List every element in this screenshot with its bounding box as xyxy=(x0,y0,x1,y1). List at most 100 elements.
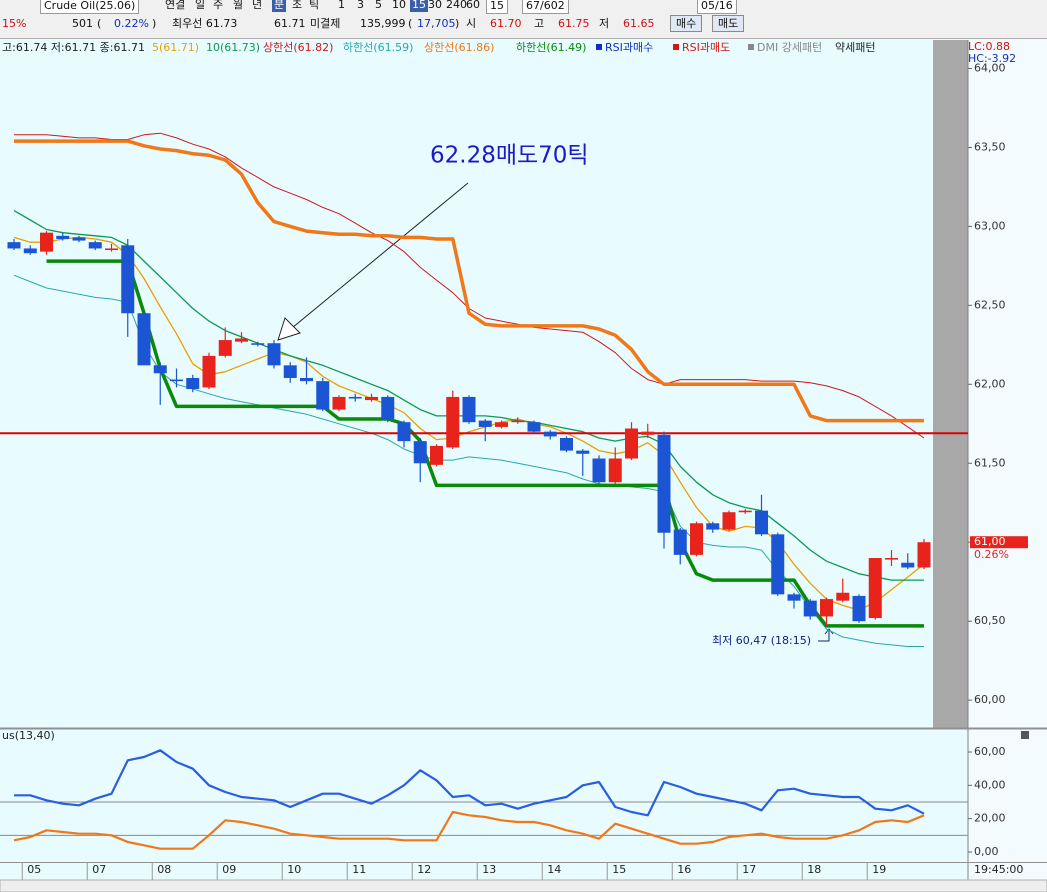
best-price-2: 61.71 xyxy=(274,17,306,30)
candle-body xyxy=(738,510,752,513)
paren: ( xyxy=(408,17,413,30)
buy-button[interactable]: 매수 xyxy=(670,15,703,32)
ohlc-label: 고:61.74 저:61.71 종:61.71 xyxy=(2,41,145,54)
candle-body xyxy=(722,512,736,530)
paren: ( xyxy=(97,17,102,30)
candle-body xyxy=(137,313,151,366)
candle-body xyxy=(592,458,606,483)
legend-entry: DMI 강세패턴 xyxy=(757,41,822,54)
y-tick-label: 62,00 xyxy=(974,377,1006,390)
legend-entry: RSI과매도 xyxy=(682,41,730,54)
y-tick-label: 20,00 xyxy=(974,812,1006,825)
panel-icon[interactable] xyxy=(1021,731,1029,739)
candle-body xyxy=(235,338,248,342)
indicator-line xyxy=(14,132,925,439)
symbol[interactable]: Crude Oil(25.06) xyxy=(40,0,140,14)
candle-body xyxy=(430,445,443,465)
candle-body xyxy=(365,396,378,401)
lc-label: LC:0.88 xyxy=(968,40,1010,53)
candle-body xyxy=(186,377,200,390)
low-arrow xyxy=(818,628,834,642)
candle-body xyxy=(316,381,330,410)
indicator-line xyxy=(46,259,924,628)
period[interactable]: 분 xyxy=(272,0,287,12)
candle-body xyxy=(7,242,21,249)
legend-entry: 5(61.71) xyxy=(152,41,199,54)
candle-body xyxy=(771,534,785,595)
toolbar: Crude Oil(25.06) 연결 일 주 월 년 분 초 틱 1 3 5 … xyxy=(0,0,1047,39)
candle-body xyxy=(397,422,411,442)
candle-body xyxy=(381,396,395,420)
y-tick-label: 60,00 xyxy=(974,745,1006,758)
candle-body xyxy=(917,542,931,568)
candle-body xyxy=(576,450,590,454)
y-tick-label: 61,50 xyxy=(974,456,1006,469)
last-change: 0.26% xyxy=(974,548,1009,561)
interval[interactable]: 30 xyxy=(428,0,442,11)
period[interactable]: 틱 xyxy=(309,0,320,11)
candle-body xyxy=(88,242,102,249)
period[interactable]: 주 xyxy=(213,0,224,11)
candle-body xyxy=(543,431,557,437)
interval[interactable]: 1 xyxy=(338,0,345,11)
last-price: 61,00 xyxy=(974,535,1006,548)
candle-body xyxy=(787,594,801,601)
high-label: 고 xyxy=(534,17,545,30)
interval[interactable]: 60 xyxy=(466,0,480,11)
candle-body xyxy=(413,441,427,464)
volume: 501 xyxy=(72,17,93,30)
legend-entry: 하한선(61.59) xyxy=(343,40,413,54)
candle-body xyxy=(23,248,37,254)
legend-entry: 상한선(61.86) xyxy=(424,41,494,54)
period[interactable]: 월 xyxy=(233,0,244,11)
x-tick-label: 08 xyxy=(157,863,171,876)
paren: ) xyxy=(455,17,460,30)
interval[interactable]: 240 xyxy=(446,0,467,11)
panel-title: us(13,40) xyxy=(2,729,55,742)
change: 0.22% xyxy=(114,17,149,30)
hc-label: HC:-3.92 xyxy=(968,52,1016,65)
legend-entry: 10(61.73) xyxy=(206,41,260,54)
period[interactable]: 일 xyxy=(195,0,206,11)
candle-body xyxy=(706,523,720,530)
date[interactable]: 05/16 xyxy=(697,0,737,14)
legend-entry: 약세패턴 xyxy=(835,40,875,54)
candle-body xyxy=(803,600,817,617)
x-tick-label: 19 xyxy=(872,863,886,876)
candle-body xyxy=(836,592,850,601)
sell-button[interactable]: 매도 xyxy=(712,15,745,32)
x-tick-label: 07 xyxy=(92,863,106,876)
legend-entry: RSI과매수 xyxy=(605,41,653,54)
open-interest-label: 미결제 xyxy=(310,17,341,30)
candle-body xyxy=(478,420,492,427)
candle-body xyxy=(868,558,882,619)
period[interactable]: 연결 xyxy=(165,0,186,11)
x-tick-label: 14 xyxy=(547,863,561,876)
candle-body xyxy=(511,420,525,423)
y-tick-label: 40,00 xyxy=(974,778,1006,791)
candle-body xyxy=(885,558,898,560)
candle-body xyxy=(608,458,622,483)
period[interactable]: 년 xyxy=(252,0,263,11)
interval[interactable]: 3 xyxy=(357,0,364,11)
scroll-strip xyxy=(933,40,968,728)
interval[interactable]: 5 xyxy=(375,0,382,11)
candle-body xyxy=(673,529,687,555)
candle-body xyxy=(495,422,508,427)
period[interactable]: 초 xyxy=(292,0,303,11)
open-price: 61.70 xyxy=(490,17,522,30)
x-tick-label: 16 xyxy=(677,863,691,876)
indicator-line xyxy=(14,749,925,817)
interval[interactable]: 15 xyxy=(410,0,428,12)
x-tick-label: 12 xyxy=(417,863,431,876)
candle-body xyxy=(527,422,541,432)
candle-body xyxy=(852,595,866,622)
count[interactable]: 67/602 xyxy=(522,0,569,14)
best-price: 최우선 61.73 xyxy=(172,17,238,30)
candle-body xyxy=(251,343,265,345)
high-price: 61.75 xyxy=(558,17,590,30)
interval-input[interactable]: 15 xyxy=(486,0,508,14)
legend-swatch xyxy=(596,44,602,50)
candle-body xyxy=(755,510,768,535)
interval[interactable]: 10 xyxy=(392,0,406,11)
